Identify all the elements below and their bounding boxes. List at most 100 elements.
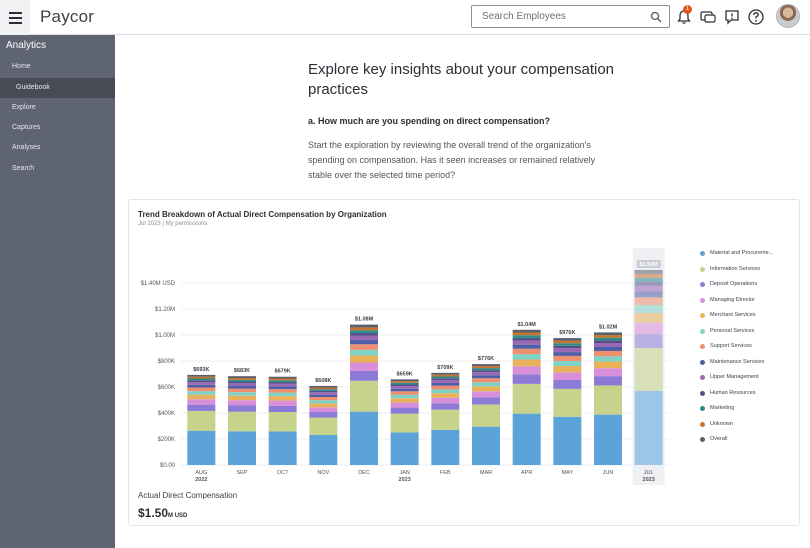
legend-label: Support Services <box>710 343 752 349</box>
sidebar-item-captures[interactable]: Captures <box>12 124 41 131</box>
bar-segment <box>634 291 663 298</box>
bar-segment <box>431 409 460 430</box>
help-icon[interactable] <box>747 8 765 26</box>
bar-segment <box>268 392 297 397</box>
bar-segment <box>228 411 256 432</box>
bar-segment <box>431 393 460 398</box>
legend-label: Information Services <box>710 265 761 272</box>
bar-segment <box>472 370 500 373</box>
bar-segment <box>350 330 378 334</box>
bar-segment <box>512 359 541 367</box>
bar-segment <box>594 343 622 347</box>
bar-segment <box>390 384 419 387</box>
paycor-logo[interactable]: Paycor <box>40 7 95 26</box>
message-icon[interactable] <box>723 8 741 26</box>
sidebar-item-home[interactable]: Home <box>12 63 31 70</box>
bar-segment <box>350 335 378 341</box>
search-placeholder: Search Employees <box>482 11 566 22</box>
bar-total-label: $693K <box>193 367 209 373</box>
legend-swatch <box>700 251 705 256</box>
sidebar-item-guidebook[interactable]: Guidebook <box>0 78 115 98</box>
x-tick-label: MAR <box>480 470 492 476</box>
bar-segment <box>634 297 663 306</box>
bar-segment <box>472 372 500 376</box>
x-tick-label: MAY <box>562 470 574 476</box>
bar-segment <box>268 396 297 401</box>
bar-segment <box>634 312 663 323</box>
bar-segment <box>553 338 582 341</box>
bar-total-label: $1.04M <box>517 322 536 328</box>
bar-segment <box>187 430 216 465</box>
bar-segment <box>553 366 582 373</box>
menu-icon[interactable] <box>0 0 30 35</box>
legend-label: Managing Director <box>710 296 755 303</box>
x-tick-year: 2023 <box>399 477 411 483</box>
bar-segment <box>309 390 338 393</box>
bar-segment <box>512 413 541 465</box>
bar-segment <box>228 376 256 378</box>
chart-subtitle: Jul 2023 | My permissions <box>138 221 208 227</box>
bar-segment <box>268 382 297 384</box>
bar-segment <box>594 337 622 341</box>
legend-swatch <box>700 328 705 334</box>
bar-segment <box>431 378 460 381</box>
bar-segment <box>390 382 419 385</box>
stacked-bar-chart: $0.00 $200K $400K $600K $800K $1.00M $1.20M $1.… <box>141 248 669 485</box>
legend-label: Overall <box>710 436 728 442</box>
bar-segment <box>268 378 297 381</box>
x-tick-label: JAN <box>399 470 409 476</box>
sidebar-item-explore[interactable]: Explore <box>12 104 36 111</box>
bar-segment <box>472 391 500 398</box>
legend-label: Personal Services <box>710 327 755 334</box>
bar-segment <box>350 340 378 345</box>
bar-segment <box>390 402 419 408</box>
user-avatar[interactable] <box>776 4 800 28</box>
bar-segment <box>268 386 297 390</box>
x-tick-label: AUG <box>195 470 207 476</box>
bar-segment <box>472 404 500 427</box>
bar-segment <box>390 388 419 392</box>
bar-segment <box>553 379 582 389</box>
bar-segment <box>187 399 216 405</box>
bar-segment <box>512 348 541 355</box>
bar-segment <box>309 392 338 395</box>
bar-segment <box>431 376 460 379</box>
bar-segment <box>309 407 338 413</box>
bar-segment <box>390 413 419 433</box>
legend-label: Deposit Operations <box>710 281 758 287</box>
bar-segment <box>350 333 378 336</box>
bar-segment <box>553 416 582 465</box>
sidebar-item-analyses[interactable]: Analyses <box>12 144 41 151</box>
search-employees-input[interactable]: Search Employees <box>471 5 670 28</box>
bar-segment <box>634 270 663 274</box>
bar-segment <box>187 387 216 392</box>
sidebar-title: Analytics <box>6 40 47 51</box>
page-heading: Explore key insights about your compensa… <box>308 61 615 98</box>
bar-segment <box>350 327 378 331</box>
bar-segment <box>594 385 622 415</box>
bar-segment <box>634 348 663 391</box>
x-tick-label: JUN <box>603 470 614 476</box>
bar-segment <box>309 389 338 391</box>
bar-segment <box>187 382 216 385</box>
bar-segment <box>512 332 541 336</box>
chat-icon[interactable] <box>699 8 717 26</box>
bar-total-label: $659K <box>397 371 413 377</box>
bar-segment <box>228 405 256 412</box>
bar-segment <box>512 335 541 338</box>
y-tick-label: $600K <box>158 385 175 391</box>
search-icon[interactable] <box>650 11 662 23</box>
sidebar-item-search[interactable]: Search <box>12 165 35 172</box>
bar-segment <box>309 417 338 435</box>
bar-segment <box>472 364 500 367</box>
legend-swatch <box>700 344 705 349</box>
bar-segment <box>431 429 460 465</box>
bar-segment <box>431 382 460 386</box>
bar-segment <box>431 389 460 394</box>
legend-label: Merchant Services <box>710 312 756 318</box>
bar-segment <box>309 385 338 388</box>
bar-total-label: $683K <box>234 368 250 374</box>
bar-segment <box>187 374 216 377</box>
bar-segment <box>187 378 216 381</box>
bar-segment <box>390 379 419 382</box>
